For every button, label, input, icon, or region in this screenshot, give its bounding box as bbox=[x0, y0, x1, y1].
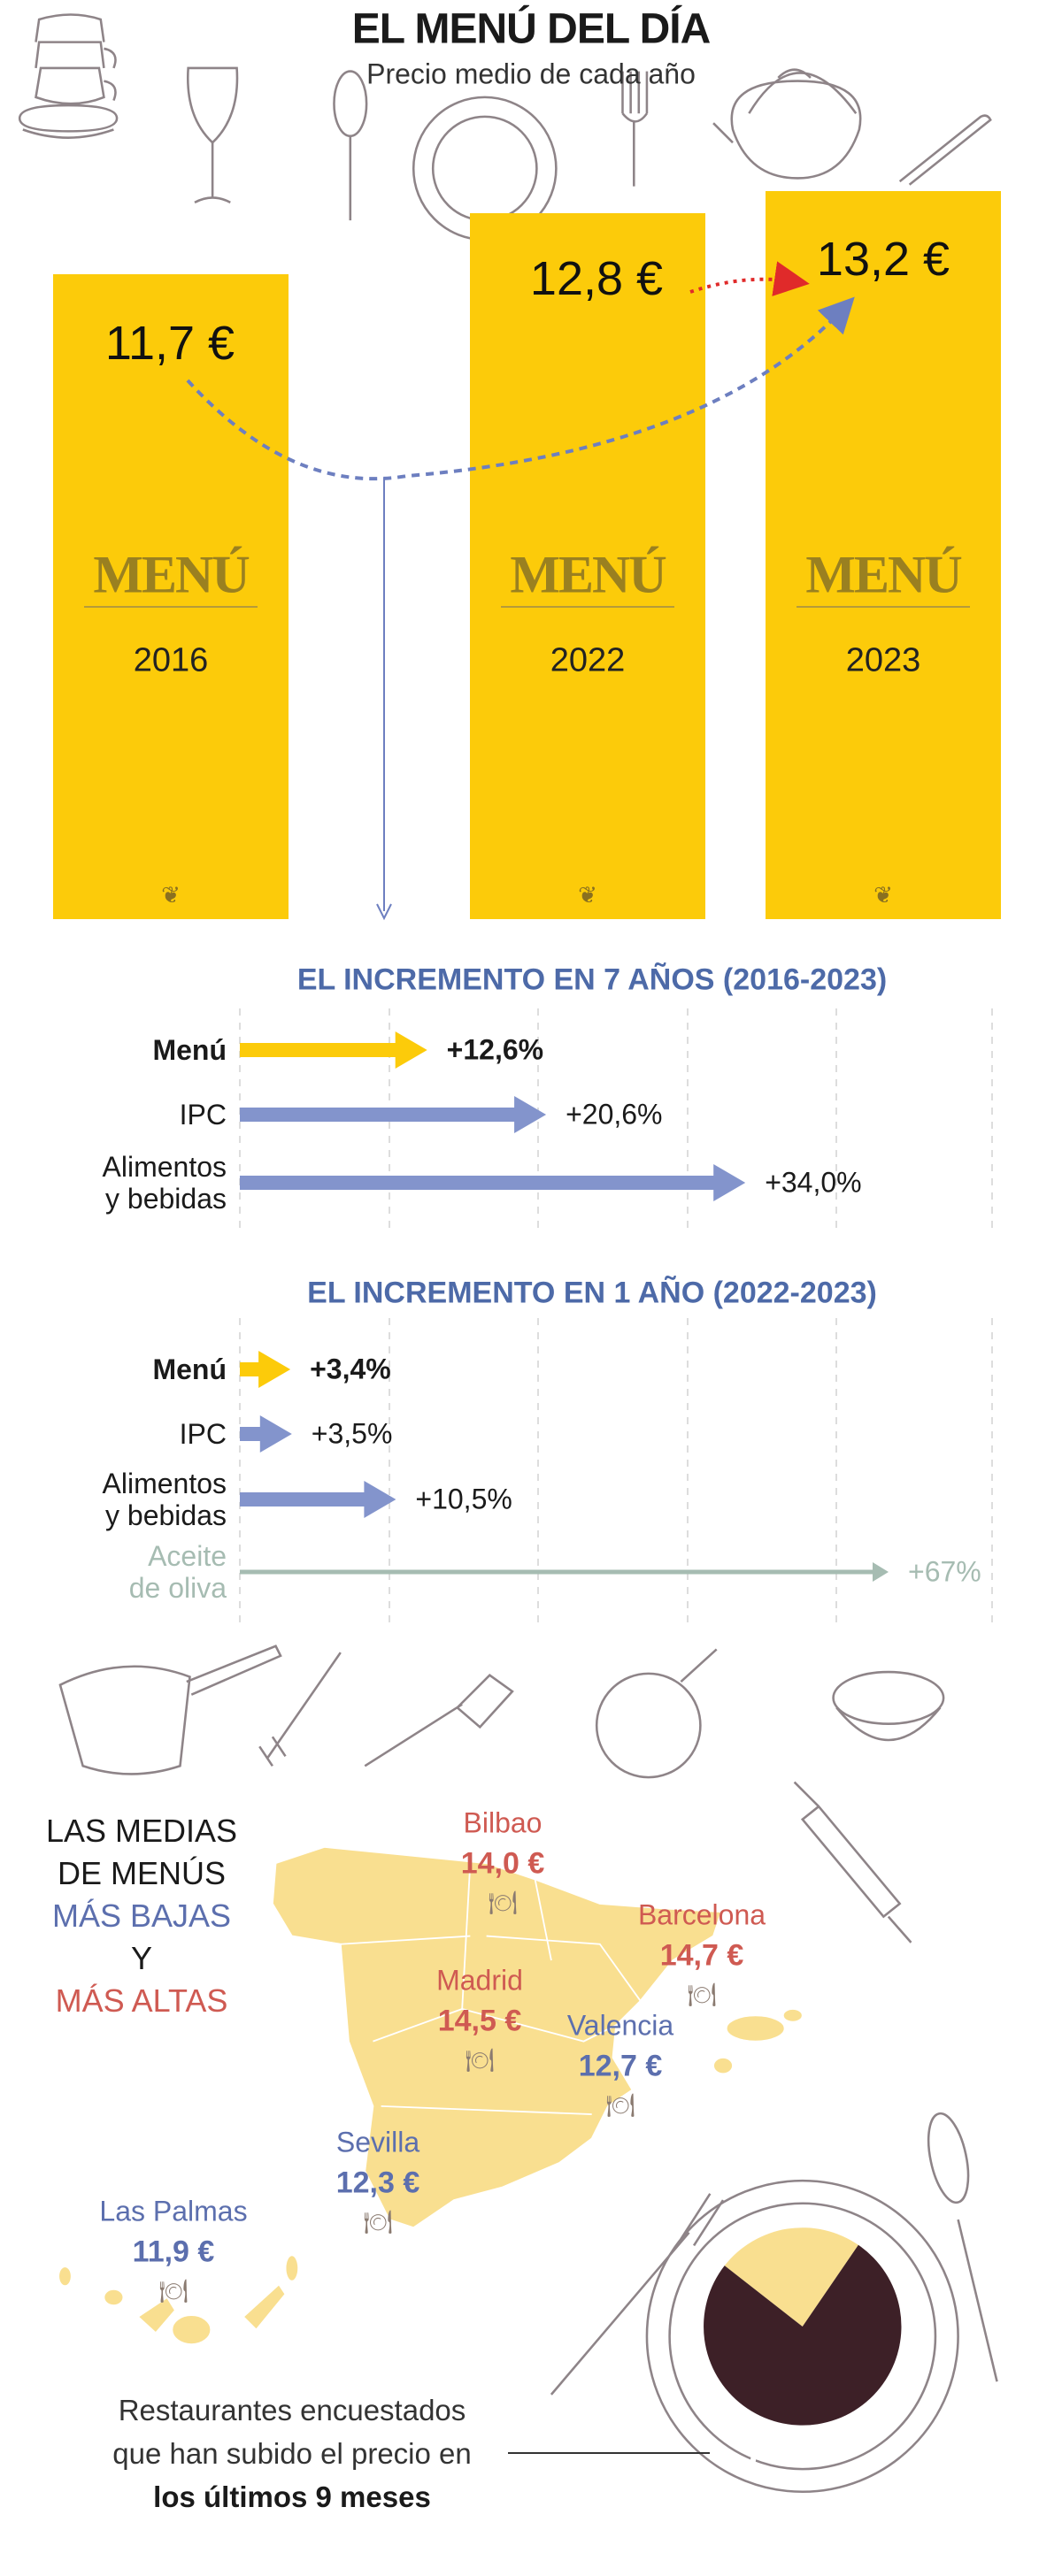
row-label: Aceite de oliva bbox=[129, 1540, 227, 1604]
teapot-icon bbox=[712, 68, 862, 180]
city-name: Madrid bbox=[436, 1964, 523, 1997]
pan-icon bbox=[898, 114, 992, 186]
caption-leader-line bbox=[508, 2452, 710, 2454]
row-label-line: de oliva bbox=[128, 1572, 227, 1604]
menu-logo: MENÚ bbox=[510, 545, 666, 604]
city-price: 14,7 € bbox=[659, 1938, 744, 1973]
row-label-line: y bebidas bbox=[105, 1183, 227, 1215]
logo-divider bbox=[84, 606, 258, 608]
caption-line-1: Restaurantes encuestados bbox=[118, 2394, 466, 2426]
price-label-2023: 13,2 € bbox=[816, 233, 950, 286]
wine-glass-icon bbox=[186, 66, 239, 204]
row-label-line: IPC bbox=[179, 1099, 227, 1131]
plate-pie-illustration bbox=[550, 2112, 998, 2494]
plate-cutlery-icon: 🍽︎ bbox=[363, 2208, 393, 2235]
plate-cutlery-icon: 🍽︎ bbox=[488, 1889, 518, 1916]
city-name: Sevilla bbox=[335, 2126, 420, 2158]
menu-logo: MENÚ bbox=[805, 545, 962, 604]
row-value: +12,6% bbox=[446, 1033, 544, 1066]
legend-and: Y bbox=[130, 1940, 153, 1976]
pie-value-label: 76% bbox=[743, 2430, 823, 2473]
pie-chart bbox=[704, 2227, 902, 2426]
city-name: Las Palmas bbox=[99, 2195, 248, 2227]
row-label: IPC bbox=[180, 1099, 227, 1131]
fork-icon bbox=[621, 71, 649, 187]
row-value: +3,4% bbox=[310, 1353, 391, 1385]
logo-divider bbox=[796, 606, 970, 608]
ornament-icon: ❦ bbox=[578, 881, 597, 908]
bowl-icon bbox=[832, 1670, 945, 1742]
rolling-pin-icon bbox=[793, 1781, 912, 1944]
page-title: EL MENÚ DEL DÍA bbox=[351, 5, 712, 53]
row-label-line: Menú bbox=[152, 1353, 227, 1385]
city-name: Valencia bbox=[566, 2009, 674, 2042]
row-label-line: Alimentos bbox=[102, 1151, 227, 1183]
pie-caption: Restaurantes encuestados que han subido … bbox=[112, 2388, 471, 2518]
stacked-cups-icon bbox=[18, 13, 119, 139]
spain-map bbox=[58, 1845, 804, 2346]
row-label: Menú bbox=[152, 1353, 227, 1385]
city-price: 12,3 € bbox=[335, 2166, 420, 2200]
cooking-pot-icon bbox=[58, 1644, 282, 1775]
city-price: 14,5 € bbox=[437, 2004, 522, 2038]
row-label-line: y bebidas bbox=[105, 1499, 227, 1531]
menu-logo: MENÚ bbox=[93, 545, 250, 604]
pie-slice-76 bbox=[704, 2244, 902, 2426]
fork-icon-2 bbox=[258, 1652, 342, 1767]
row-label-line: IPC bbox=[179, 1418, 227, 1450]
row-label: Alimentos y bebidas bbox=[103, 1468, 227, 1531]
plate-icon-large bbox=[645, 2179, 959, 2494]
price-label-2016: 11,7 € bbox=[104, 317, 235, 370]
city-price: 11,9 € bbox=[132, 2235, 215, 2269]
pie-slice-24 bbox=[724, 2227, 858, 2327]
caption-line-3: los últimos 9 meses bbox=[153, 2480, 431, 2513]
heading-1-year: EL INCREMENTO EN 1 AÑO (2022-2023) bbox=[307, 1276, 877, 1310]
logo-divider bbox=[501, 606, 674, 608]
row-value: +3,5% bbox=[311, 1417, 393, 1450]
ornament-icon: ❦ bbox=[873, 881, 893, 908]
year-label-2023: 2023 bbox=[845, 641, 921, 679]
city-name: Bilbao bbox=[463, 1806, 543, 1839]
legend-high: MÁS ALTAS bbox=[55, 1982, 228, 2019]
city-price: 12,7 € bbox=[578, 2049, 663, 2083]
row-label-line: Alimentos bbox=[102, 1468, 227, 1499]
plate-cutlery-icon: 🍽︎ bbox=[158, 2277, 189, 2304]
year-label-2022: 2022 bbox=[550, 641, 626, 679]
row-label: Alimentos y bebidas bbox=[103, 1151, 227, 1215]
heading-7-years: EL INCREMENTO EN 7 AÑOS (2016-2023) bbox=[296, 962, 888, 997]
row-label: IPC bbox=[180, 1418, 227, 1450]
plate-cutlery-icon: 🍽︎ bbox=[465, 2046, 495, 2074]
row-value: +10,5% bbox=[415, 1483, 512, 1515]
price-label-2022: 12,8 € bbox=[529, 252, 664, 305]
spoon-icon-large bbox=[957, 2219, 998, 2382]
page-subtitle: Precio medio de cada año bbox=[366, 58, 696, 90]
row-label: Menú bbox=[152, 1034, 227, 1066]
ornament-icon: ❦ bbox=[161, 881, 181, 908]
city-name: Barcelona bbox=[637, 1898, 766, 1931]
plate-cutlery-icon: 🍽︎ bbox=[687, 1981, 717, 2008]
plate-cutlery-icon: 🍽︎ bbox=[605, 2091, 635, 2119]
city-price: 14,0 € bbox=[460, 1846, 545, 1881]
year-label-2016: 2016 bbox=[133, 641, 209, 679]
row-value: +67% bbox=[908, 1555, 981, 1588]
row-label-line: Menú bbox=[152, 1034, 227, 1066]
legend-line-2: DE MENÚS bbox=[57, 1855, 227, 1891]
row-label-line: Aceite bbox=[148, 1540, 227, 1572]
legend-line-1: LAS MEDIAS bbox=[45, 1813, 238, 1849]
legend-low: MÁS BAJAS bbox=[51, 1898, 232, 1934]
row-value: +34,0% bbox=[765, 1166, 862, 1199]
map-legend: LAS MEDIAS DE MENÚS MÁS BAJAS Y MÁS ALTA… bbox=[46, 1810, 237, 2022]
fork-icon-large bbox=[550, 2193, 725, 2396]
spatula-icon bbox=[364, 1674, 514, 1767]
cutting-board-icon bbox=[595, 1648, 718, 1779]
caption-line-2: que han subido el precio en bbox=[112, 2437, 472, 2470]
row-value: +20,6% bbox=[566, 1098, 663, 1131]
spoon-icon bbox=[333, 70, 368, 221]
